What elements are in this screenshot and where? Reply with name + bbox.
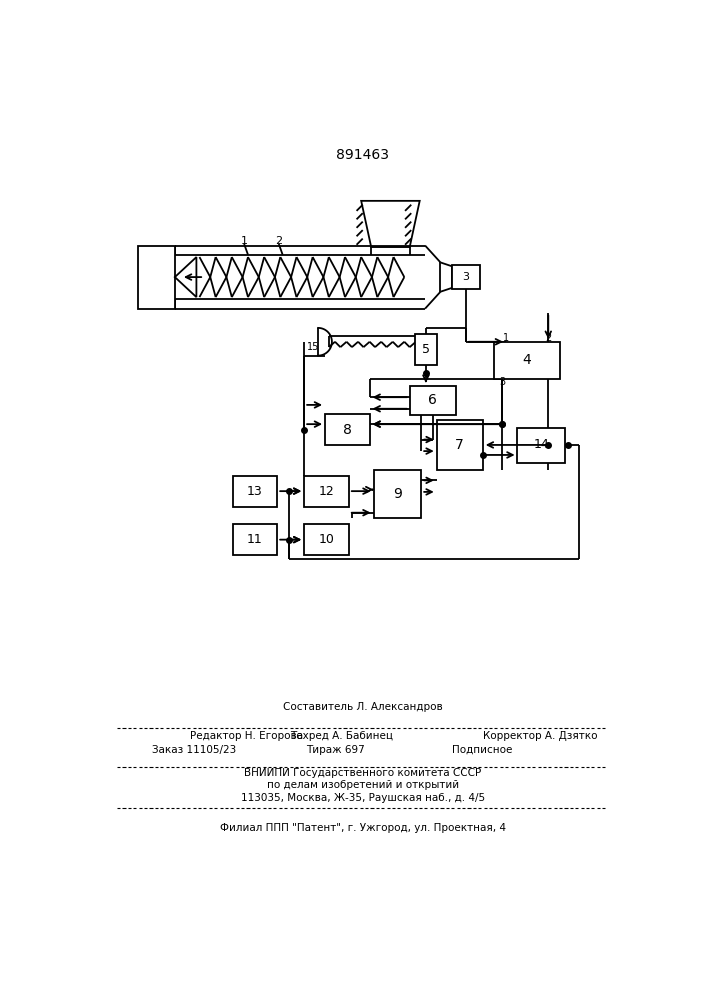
Text: 14: 14 [534, 438, 549, 451]
Text: 5: 5 [422, 343, 430, 356]
Text: Заказ 11105/23: Заказ 11105/23 [152, 745, 236, 755]
Text: Техред А. Бабинец: Техред А. Бабинец [291, 731, 393, 741]
Bar [304, 476, 349, 507]
Text: Редактор Н. Егорова: Редактор Н. Егорова [190, 731, 303, 741]
Text: Корректор А. Дзятко: Корректор А. Дзятко [483, 731, 597, 741]
Text: 1: 1 [503, 333, 509, 343]
Text: 1: 1 [240, 236, 247, 246]
Text: Филиал ППП "Патент", г. Ужгород, ул. Проектная, 4: Филиал ППП "Патент", г. Ужгород, ул. Про… [220, 823, 506, 833]
Text: 13: 13 [247, 485, 263, 498]
Bar [373, 470, 421, 518]
Bar [409, 386, 456, 415]
Text: 891463: 891463 [337, 148, 390, 162]
Text: 3: 3 [462, 272, 469, 282]
Bar [233, 524, 277, 555]
Bar [494, 342, 560, 379]
Bar [304, 524, 349, 555]
Text: по делам изобретений и открытий: по делам изобретений и открытий [267, 780, 459, 790]
Text: Составитель Л. Александров: Составитель Л. Александров [283, 702, 443, 712]
Text: 15: 15 [308, 342, 320, 352]
Bar [437, 420, 483, 470]
Text: 7: 7 [455, 438, 464, 452]
Bar [325, 414, 370, 445]
Text: ВНИИПИ Государственного комитета СССР: ВНИИПИ Государственного комитета СССР [244, 768, 481, 778]
Text: 2: 2 [545, 333, 551, 343]
Text: Тираж 697: Тираж 697 [305, 745, 365, 755]
Text: 8: 8 [343, 423, 352, 437]
Text: 4: 4 [522, 353, 531, 367]
Text: 113035, Москва, Ж-35, Раушская наб., д. 4/5: 113035, Москва, Ж-35, Раушская наб., д. … [240, 793, 485, 803]
Text: 10: 10 [319, 533, 334, 546]
Bar [415, 334, 437, 365]
Bar [452, 265, 480, 289]
Bar [518, 428, 565, 463]
Bar [138, 246, 175, 309]
Text: 6: 6 [428, 393, 437, 407]
Bar [233, 476, 277, 507]
Text: Подписное: Подписное [452, 745, 513, 755]
Text: 2: 2 [275, 236, 282, 246]
Text: 11: 11 [247, 533, 263, 546]
Text: 3: 3 [499, 377, 506, 387]
Text: 9: 9 [393, 487, 402, 501]
Text: 12: 12 [319, 485, 334, 498]
